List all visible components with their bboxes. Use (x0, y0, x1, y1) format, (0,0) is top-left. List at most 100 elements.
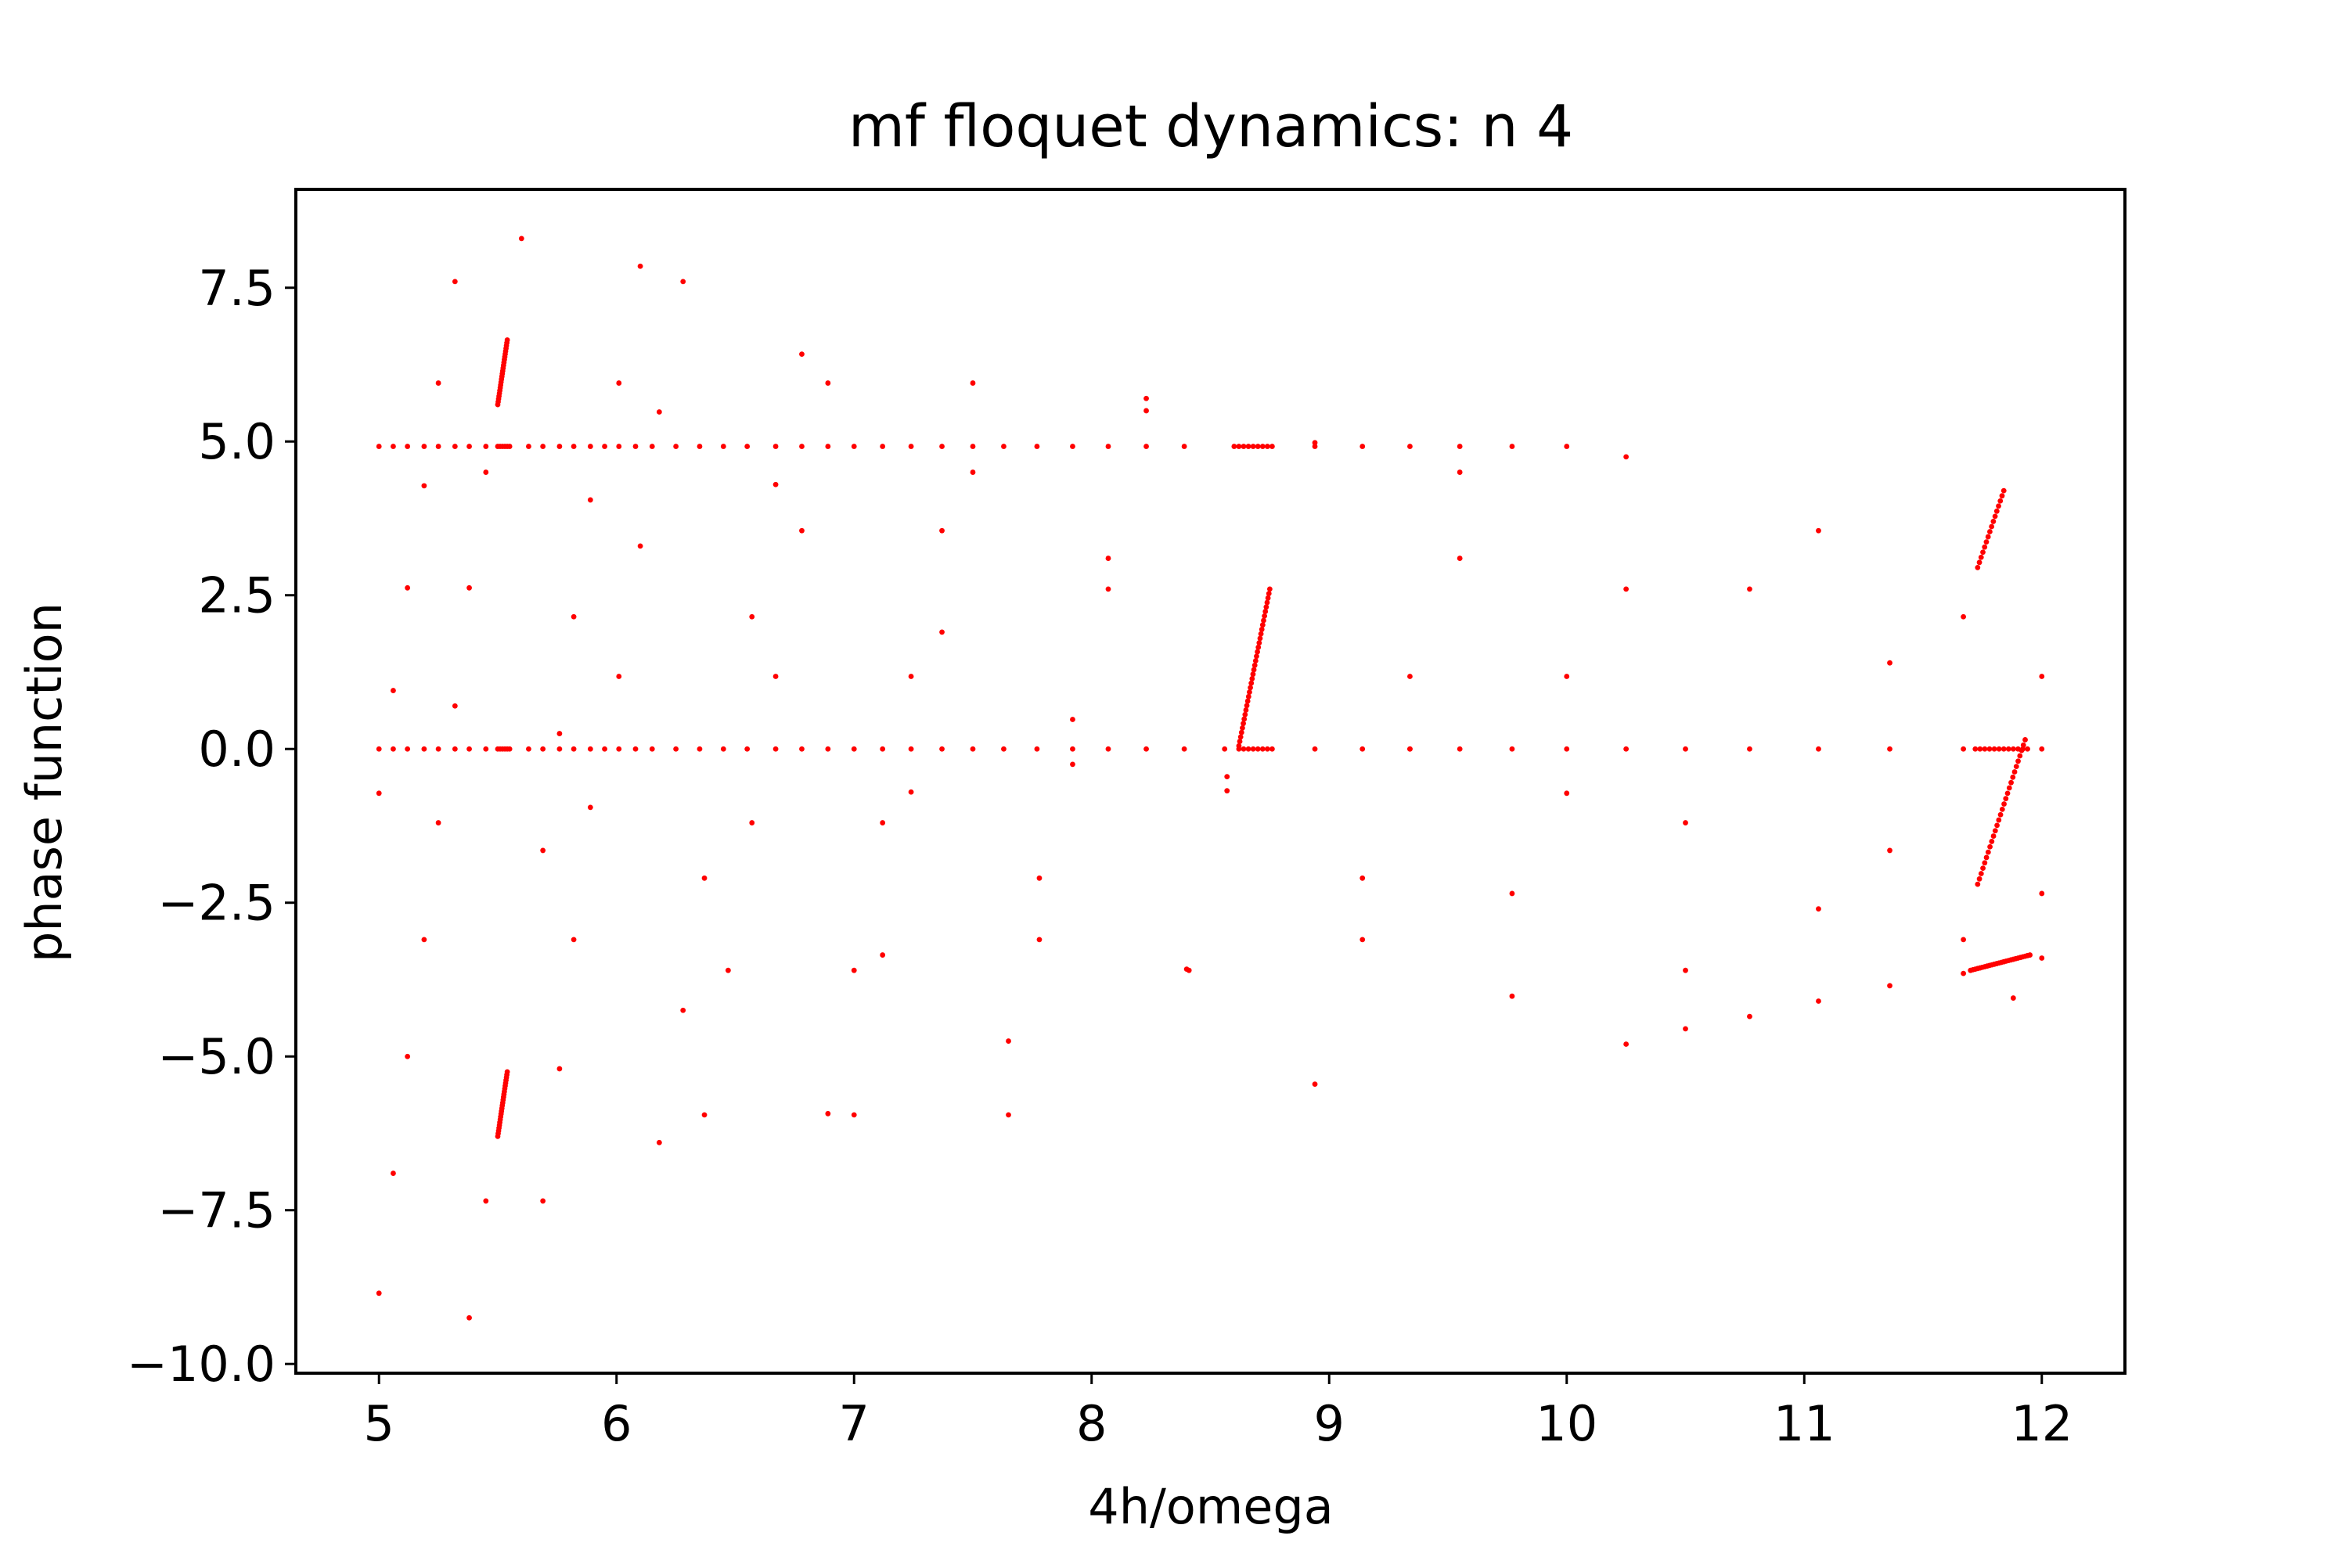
x-tick-label: 10 (1536, 1395, 1597, 1452)
y-axis-label: phase function (16, 602, 73, 962)
data-point (1312, 444, 1318, 449)
data-point (504, 1069, 510, 1075)
data-point (970, 380, 976, 386)
data-point (2010, 746, 2016, 752)
data-point (483, 444, 489, 449)
data-point (1070, 746, 1075, 752)
data-point (1359, 875, 1366, 881)
data-point (1990, 519, 1997, 524)
data-point (1986, 746, 1993, 752)
data-point (1359, 746, 1366, 752)
data-point (1982, 544, 1988, 550)
data-point (1006, 1112, 1011, 1118)
data-point (1996, 817, 2002, 823)
y-tick-label: 5.0 (198, 413, 275, 470)
data-point (1457, 444, 1463, 449)
data-point (1996, 746, 2002, 752)
x-tick-label: 9 (1314, 1395, 1345, 1452)
data-point (701, 1112, 708, 1118)
data-point (908, 674, 914, 679)
axis-ticks: 5 6 7 8 9 10 11 12 −10.0 −7.5 −5.0 −2.5 0.0 2.5 5.0 7.5 (127, 260, 2073, 1452)
data-point (376, 790, 382, 797)
data-point (2004, 790, 2011, 797)
data-point (1034, 746, 1040, 752)
data-point (1105, 746, 1111, 752)
data-point (2006, 785, 2012, 791)
data-point (1312, 440, 1318, 446)
data-point (602, 444, 607, 449)
data-point (616, 444, 622, 449)
data-point (1975, 881, 1981, 887)
data-point (1264, 746, 1270, 752)
x-axis-label: 4h/omega (1088, 1478, 1333, 1535)
data-point (506, 746, 513, 752)
data-point (435, 746, 441, 752)
data-point (435, 820, 441, 825)
data-point (1262, 609, 1269, 614)
data-point (1241, 746, 1247, 752)
data-point (616, 380, 622, 386)
data-point (939, 527, 945, 534)
data-point (2010, 774, 2016, 780)
data-point (587, 497, 593, 503)
data-point (1269, 444, 1275, 449)
data-point (1623, 1041, 1630, 1047)
data-point (1509, 444, 1515, 449)
data-point (1564, 746, 1570, 752)
data-point (1985, 534, 1991, 540)
data-point (1816, 746, 1821, 752)
data-point (632, 746, 639, 752)
data-point (1359, 444, 1366, 449)
data-point (1623, 746, 1630, 752)
data-point (1961, 970, 1967, 976)
data-point (1241, 721, 1246, 727)
data-point (1887, 746, 1892, 752)
data-point (656, 409, 662, 415)
data-point (1266, 591, 1272, 597)
data-point (1263, 604, 1269, 610)
data-point (2039, 746, 2045, 752)
data-point (452, 279, 458, 285)
data-point (970, 746, 976, 752)
data-point (1242, 711, 1248, 717)
y-tick-label: −10.0 (127, 1336, 275, 1393)
data-point (540, 444, 546, 449)
data-point (587, 804, 593, 811)
data-point (571, 613, 577, 620)
data-point (720, 444, 726, 449)
y-tick-label: −2.5 (157, 875, 275, 932)
data-point (2000, 746, 2007, 752)
data-point (571, 937, 577, 943)
data-point (1105, 586, 1111, 592)
data-point (1001, 746, 1007, 752)
data-point (2000, 487, 2007, 494)
data-point (1312, 746, 1318, 752)
y-tick-label: −5.0 (157, 1028, 275, 1085)
data-point (1237, 739, 1243, 744)
data-point (939, 746, 945, 752)
data-point (540, 847, 546, 854)
data-point (1983, 854, 1990, 861)
data-point (637, 263, 643, 269)
data-point (825, 380, 831, 386)
data-point (1747, 1013, 1752, 1020)
data-point (825, 444, 831, 449)
data-point (772, 481, 779, 487)
data-point (435, 444, 441, 449)
data-point (391, 444, 396, 449)
data-point (649, 444, 655, 449)
data-point (2013, 764, 2019, 770)
data-point (1983, 539, 1990, 545)
data-point (772, 674, 779, 679)
data-point (680, 279, 686, 285)
data-point (1255, 746, 1261, 752)
data-point (673, 746, 679, 752)
data-point (880, 820, 886, 825)
data-point (391, 688, 396, 693)
data-point (851, 967, 857, 973)
data-point (2039, 890, 2045, 897)
y-tick-label: 0.0 (198, 721, 275, 778)
data-point (1961, 937, 1967, 943)
data-point (1241, 444, 1247, 449)
data-point (452, 703, 458, 709)
